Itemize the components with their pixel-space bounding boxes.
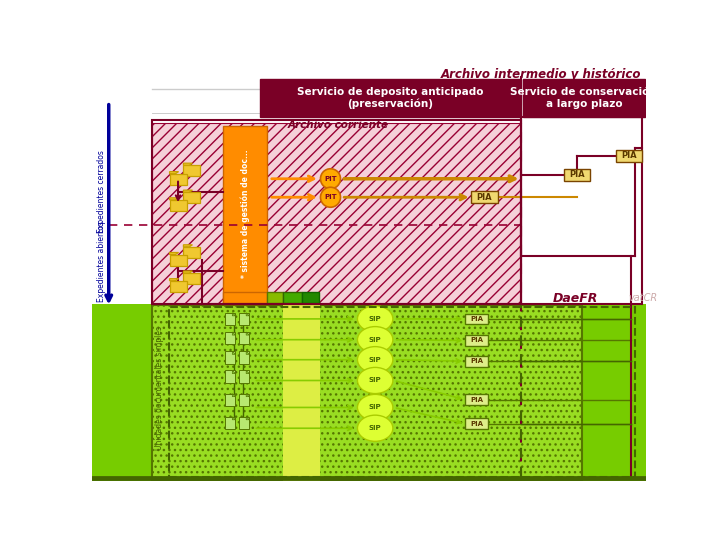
Bar [260,79,521,117]
Text: Expedientes cerrados: Expedientes cerrados [97,151,107,233]
Bar [152,120,521,303]
Bar [239,417,249,429]
Text: PIT: PIT [324,194,337,200]
Bar [283,303,320,481]
Text: Unidades documentales simples: Unidades documentales simples [155,326,164,450]
Bar [225,332,235,345]
Polygon shape [233,351,235,354]
Bar [152,123,521,303]
Ellipse shape [357,306,393,332]
Polygon shape [184,271,192,273]
Bar [170,254,186,266]
Circle shape [320,187,341,207]
Polygon shape [246,332,249,335]
Bar [465,335,488,346]
Bar [283,292,302,303]
Bar [465,418,488,429]
Bar [616,150,642,162]
Bar [465,314,488,325]
Text: Expedientes abiertos: Expedientes abiertos [97,221,107,302]
Bar [184,273,200,284]
Bar [465,394,488,405]
Bar [523,79,644,117]
Bar [168,307,634,477]
Bar [225,370,235,383]
Polygon shape [170,253,179,254]
Polygon shape [184,163,192,165]
Text: SIP: SIP [369,316,382,322]
Text: PIA: PIA [477,193,492,202]
Ellipse shape [357,327,393,353]
Bar [564,168,590,181]
Text: SIP: SIP [369,425,382,431]
Ellipse shape [357,367,393,394]
Text: PIT: PIT [324,176,337,182]
Bar [225,351,235,363]
Circle shape [320,168,341,189]
Text: Archivo corriente: Archivo corriente [288,120,389,130]
Polygon shape [246,370,249,374]
Polygon shape [246,351,249,354]
Polygon shape [246,313,249,316]
Text: PIA: PIA [470,316,483,322]
Bar [465,356,488,367]
Text: PIA: PIA [470,397,483,403]
Text: Archivo intermedio y histórico: Archivo intermedio y histórico [441,68,642,80]
Text: PIA: PIA [470,358,483,365]
Polygon shape [233,417,235,420]
Bar [184,165,200,176]
Text: DaeFR: DaeFR [553,292,598,305]
Polygon shape [233,313,235,316]
Bar [239,313,249,325]
Bar [170,174,186,185]
Bar [170,200,186,211]
Bar [283,303,320,481]
Bar [152,305,582,481]
Text: SIP: SIP [369,404,382,410]
Bar [170,281,186,292]
Bar [222,292,267,303]
Text: SIP: SIP [369,377,382,383]
Bar [239,370,249,383]
Bar [472,191,498,204]
Text: Servicio de conservación
a largo plazo: Servicio de conservación a largo plazo [510,87,657,109]
Text: PIA: PIA [621,151,637,160]
Bar [267,292,283,303]
Text: SIP: SIP [369,337,382,343]
Text: PIA: PIA [569,171,585,179]
Bar [225,417,235,429]
Bar [239,332,249,345]
Bar [222,126,267,303]
Polygon shape [184,190,192,192]
Bar [92,303,647,481]
Polygon shape [170,172,179,174]
Ellipse shape [357,347,393,373]
Bar [225,394,235,406]
Polygon shape [170,198,179,200]
Text: Servicio de deposito anticipado
(preservación): Servicio de deposito anticipado (preserv… [297,87,484,109]
Text: vatCR: vatCR [629,293,657,303]
Polygon shape [246,394,249,397]
Text: * sistema de gestión de doc...: * sistema de gestión de doc... [240,149,250,278]
Polygon shape [233,370,235,374]
Polygon shape [246,417,249,420]
Polygon shape [233,332,235,335]
Ellipse shape [357,394,393,421]
Bar [302,292,319,303]
Bar [225,313,235,325]
Polygon shape [184,245,192,247]
Text: PIA: PIA [470,338,483,343]
Bar [239,351,249,363]
Polygon shape [233,394,235,397]
Bar [184,192,200,203]
Text: PIA: PIA [470,421,483,427]
Polygon shape [170,279,179,281]
Text: SIP: SIP [369,357,382,363]
Bar [184,247,200,258]
Bar [521,117,642,303]
Bar [239,394,249,406]
Ellipse shape [357,415,393,441]
